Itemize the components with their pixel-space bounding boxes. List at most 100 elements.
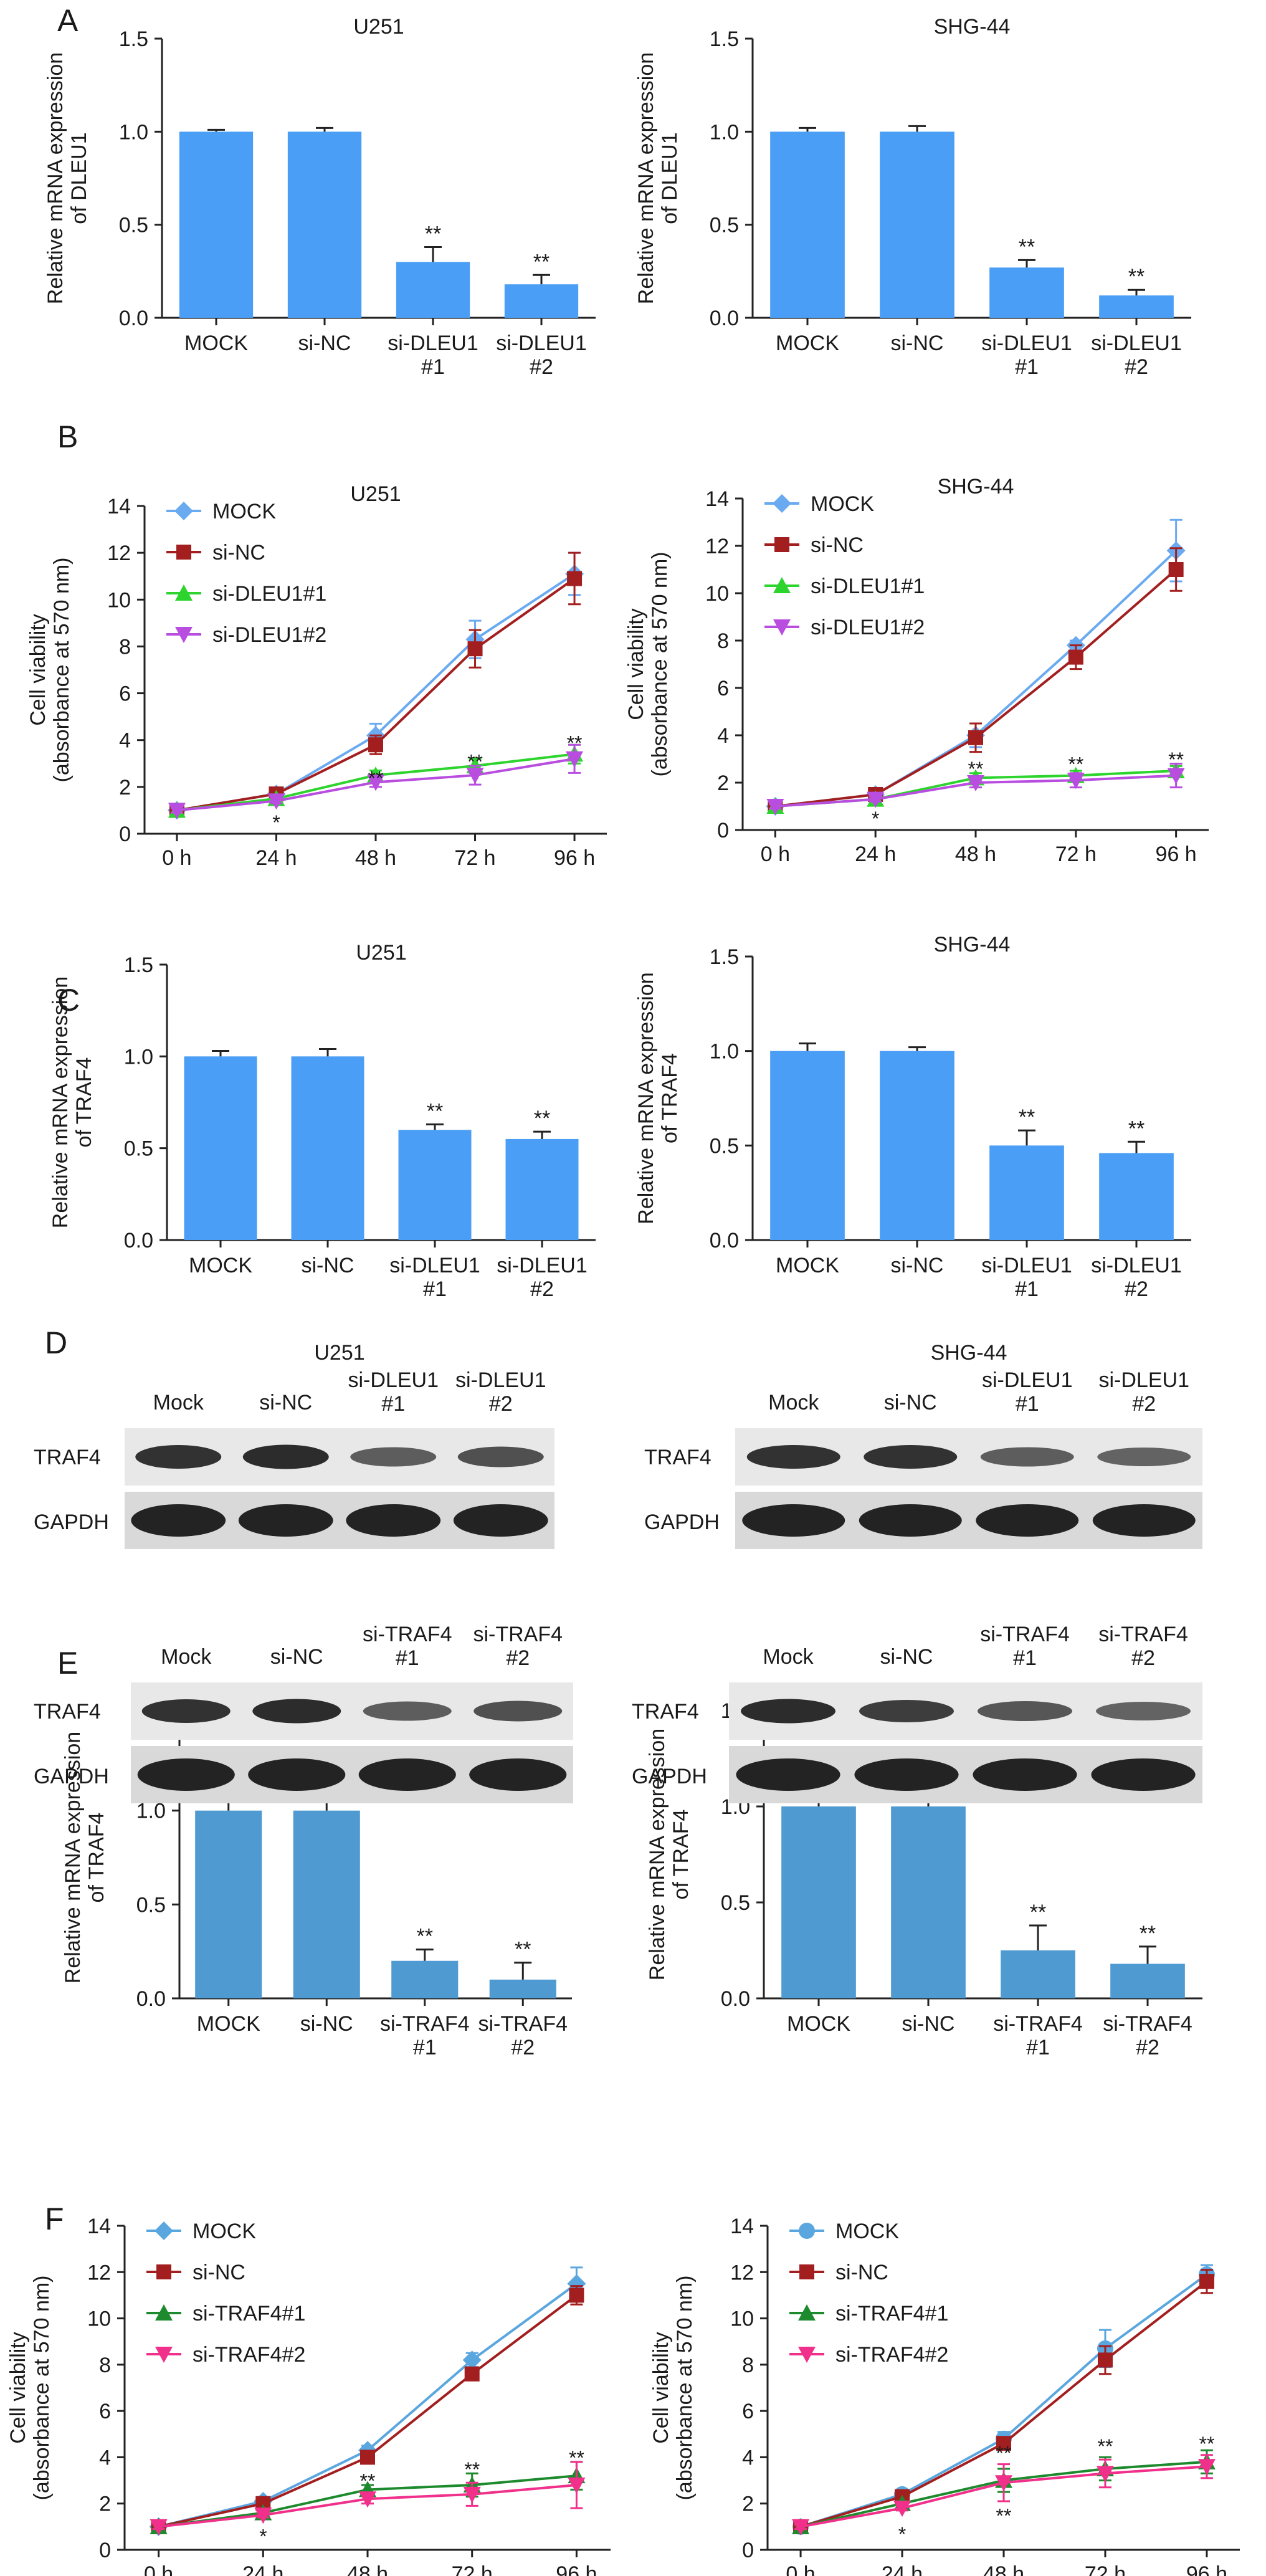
blot-3-lane-label-3: si-TRAF4 #2 [1098, 1623, 1188, 1670]
b2-legend-label-0: MOCK [811, 492, 874, 516]
b2-signif-0: * [872, 808, 879, 830]
f2-s1-point-2 [996, 2436, 1011, 2451]
a2-xtick-label-1: si-NC [891, 332, 944, 355]
blot-2-traf4-band-1 [252, 1699, 341, 1724]
f1-s3-point-0 [150, 2519, 168, 2535]
c2-bar-1 [880, 1051, 954, 1240]
b1-ylabel: Cell viability(absorbance at 570 nm) [26, 558, 74, 783]
b2-xtick-label-2: 48 h [955, 842, 996, 866]
a1-xtick-label-1: si-NC [298, 332, 351, 355]
a2-ytick-label-1: 0.5 [710, 214, 739, 237]
blot-1-title: SHG-44 [931, 1341, 1007, 1365]
f2-signif-4: ** [1199, 2433, 1214, 2455]
c1-signif-2: ** [427, 1099, 443, 1123]
b1-xtick-label-2: 48 h [355, 846, 396, 870]
western-blot-3: TRAF4 GAPDH Mock si-NC si-TRAF4 #1 si-TRAF4 #2 [632, 1623, 1202, 1803]
c1-xtick-label-1: si-NC [302, 1254, 355, 1277]
a2-title: SHG-44 [934, 15, 1011, 39]
a1-ytick-label-0: 0.0 [119, 307, 148, 330]
b1-signif-0: * [272, 811, 280, 834]
blot-2-gapdh-band-3 [469, 1758, 567, 1791]
f1-legend-label-2: si-TRAF4#1 [193, 2302, 305, 2326]
panel-label-b: B [57, 419, 78, 454]
b2-xtick-label-4: 96 h [1156, 842, 1197, 866]
blot-0-lane-label-1: si-NC [259, 1391, 312, 1414]
c2-xtick-label-1: si-NC [891, 1254, 944, 1277]
e2-xtick-label-3: si-TRAF4 #2 [1103, 2012, 1192, 2059]
f1-ytick-label-2: 4 [99, 2446, 111, 2469]
e2-bar-2 [1001, 1950, 1075, 1998]
blot-1-traf4-band-2 [980, 1447, 1074, 1467]
b1-legend-label-3: si-DLEU1#2 [212, 623, 326, 647]
f2-s3-point-0 [792, 2519, 810, 2535]
f2-signif-1: ** [996, 2504, 1012, 2527]
b1-legend-label-2: si-DLEU1#1 [212, 582, 326, 606]
blot-0-gapdh-band-2 [346, 1504, 441, 1537]
e2-xtick-label-1: si-NC [902, 2012, 955, 2036]
b2-ytick-label-5: 10 [705, 582, 729, 606]
e2-signif-3: ** [1140, 1922, 1156, 1945]
a2-bar-1 [880, 131, 954, 318]
f2-signif-3: ** [1098, 2435, 1113, 2458]
f1-ytick-label-3: 6 [99, 2400, 111, 2423]
f1-legend-marker-3 [155, 2347, 173, 2363]
a2-bar-0 [770, 131, 845, 318]
b2-s1-point-2 [968, 730, 983, 745]
c1-bar-2 [398, 1130, 472, 1240]
b2-s3-point-3 [1067, 773, 1085, 789]
a1-ytick-label-1: 0.5 [119, 214, 148, 237]
b2-s3-point-1 [867, 791, 885, 808]
blot-0-lane-label-2: si-DLEU1 #1 [348, 1368, 439, 1416]
blot-0-traf4-band-0 [135, 1445, 222, 1469]
a1-xtick-label-2: si-DLEU1 #1 [388, 332, 478, 379]
a2-xtick-label-3: si-DLEU1 #2 [1091, 332, 1181, 379]
chart-f1: 0 2 4 6 8 10 12 14 Cell viability(absorbance at … [6, 2215, 611, 2576]
f1-ytick-label-4: 8 [99, 2354, 111, 2377]
blot-2-gapdh-band-2 [358, 1758, 456, 1791]
e2-ylabel: Relative mRNA expressionof TRAF4 [645, 1729, 693, 1980]
b2-title: SHG-44 [938, 475, 1014, 499]
f1-signif-1: ** [360, 2470, 376, 2493]
b2-ytick-label-3: 6 [717, 677, 729, 700]
f1-ytick-label-5: 10 [87, 2307, 111, 2331]
blot-2-traf4-band-3 [474, 1701, 563, 1722]
blot-3-traf4-band-0 [741, 1699, 835, 1724]
c2-bar-0 [770, 1051, 845, 1240]
c2-ytick-label-3: 1.5 [710, 945, 739, 969]
b2-xtick-label-3: 72 h [1055, 842, 1097, 866]
f2-xtick-label-0: 0 h [786, 2562, 815, 2576]
c2-ytick-label-0: 0.0 [710, 1229, 739, 1252]
f2-legend-marker-0 [799, 2223, 815, 2239]
blot-0-gapdh-label: GAPDH [34, 1510, 109, 1534]
blot-2-lane-label-3: si-TRAF4 #2 [473, 1623, 563, 1670]
b2-legend-marker-2 [773, 577, 791, 593]
a1-bar-0 [179, 131, 254, 318]
c2-ytick-label-2: 1.0 [710, 1040, 739, 1064]
f1-xtick-label-3: 72 h [452, 2562, 493, 2576]
c1-signif-3: ** [534, 1107, 550, 1130]
f1-s3-point-3 [463, 2486, 481, 2503]
a1-ytick-label-3: 1.5 [119, 27, 148, 51]
c1-ylabel: Relative mRNA expressionof TRAF4 [49, 976, 96, 1228]
f2-legend-label-2: si-TRAF4#1 [835, 2302, 948, 2326]
b1-ytick-label-0: 0 [119, 823, 131, 846]
blot-1-gapdh-band-1 [859, 1504, 962, 1537]
f2-signif-0: * [898, 2523, 906, 2545]
b2-ytick-label-0: 0 [717, 819, 729, 842]
blot-2-gapdh-band-0 [137, 1758, 235, 1791]
a2-ytick-label-2: 1.0 [710, 120, 739, 144]
b1-legend-label-1: si-NC [212, 541, 265, 565]
blot-2-lane-label-2: si-TRAF4 #1 [363, 1623, 452, 1670]
chart-b1: 0 2 4 6 8 10 12 14 Cell viability(absorbance at … [26, 482, 607, 870]
b1-ytick-label-6: 12 [107, 541, 131, 565]
b1-s3-point-1 [267, 793, 285, 810]
a2-xtick-label-2: si-DLEU1 #1 [981, 332, 1072, 379]
f2-ytick-label-5: 10 [730, 2307, 754, 2331]
c1-ytick-label-0: 0.0 [124, 1229, 153, 1252]
a2-signif-2: ** [1019, 235, 1035, 259]
b2-legend-label-3: si-DLEU1#2 [811, 616, 925, 639]
blot-1-lane-label-0: Mock [768, 1391, 819, 1414]
f2-s3-point-1 [893, 2501, 911, 2517]
f2-legend-marker-2 [798, 2304, 816, 2321]
